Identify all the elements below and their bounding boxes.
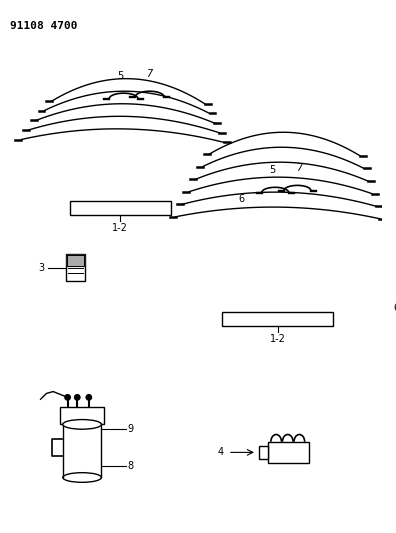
Ellipse shape [63, 419, 101, 429]
Text: 6: 6 [238, 195, 245, 204]
Circle shape [65, 394, 70, 400]
Bar [66, 254, 85, 281]
Bar [60, 407, 104, 424]
Text: 7: 7 [296, 164, 303, 173]
Polygon shape [67, 255, 84, 266]
Bar [70, 201, 171, 215]
Circle shape [74, 394, 80, 400]
Bar [259, 446, 268, 459]
Text: 6: 6 [393, 303, 396, 313]
Text: 4: 4 [217, 447, 223, 457]
Text: 5: 5 [269, 165, 276, 175]
Bar [222, 312, 333, 326]
Text: 3: 3 [38, 263, 45, 273]
Text: 7: 7 [147, 69, 153, 79]
Ellipse shape [63, 473, 101, 482]
Text: 5: 5 [118, 71, 124, 80]
Text: 1-2: 1-2 [270, 334, 286, 344]
Text: 8: 8 [128, 461, 133, 471]
Text: 91108 4700: 91108 4700 [10, 21, 77, 31]
Text: 9: 9 [128, 424, 133, 434]
Circle shape [86, 394, 91, 400]
Bar [268, 442, 309, 463]
Text: 1-2: 1-2 [112, 223, 128, 232]
